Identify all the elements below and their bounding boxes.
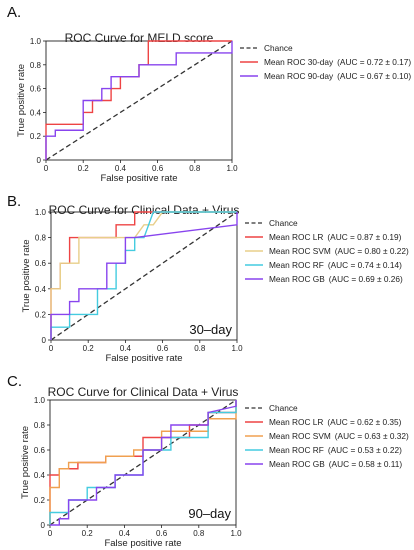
legend-series-name: Mean ROC LR xyxy=(269,232,323,242)
legend-label: Mean ROC 30-day (AUC = 0.72 ± 0.17) xyxy=(264,57,411,67)
chance-line xyxy=(50,211,238,341)
legend-label: Mean ROC SVM (AUC = 0.63 ± 0.32) xyxy=(269,431,409,441)
legend-label: Mean ROC SVM (AUC = 0.80 ± 0.22) xyxy=(269,246,409,256)
x-tick-label: 0.8 xyxy=(193,529,205,538)
series-line-4 xyxy=(50,400,237,526)
y-tick-label: 0 xyxy=(41,521,46,530)
legend-auc: (AUC = 0.63 ± 0.32) xyxy=(335,431,409,441)
legend-label: Mean ROC RF (AUC = 0.74 ± 0.14) xyxy=(269,260,402,270)
y-tick-label: 0 xyxy=(42,336,47,345)
legend-auc: (AUC = 0.69 ± 0.26) xyxy=(329,274,403,284)
x-tick-label: 0 xyxy=(49,344,54,353)
y-tick-label: 0.2 xyxy=(30,132,42,141)
legend-series-name: Mean ROC SVM xyxy=(269,246,331,256)
y-tick-label: 0.6 xyxy=(35,259,47,268)
x-tick-label: 0.4 xyxy=(115,164,127,173)
plot-frame xyxy=(45,40,233,161)
chart-title: ROC Curve for MELD score xyxy=(65,31,214,45)
panel-letter: B. xyxy=(7,193,21,210)
series-line-2 xyxy=(45,41,233,160)
legend-auc: (AUC = 0.87 ± 0.19) xyxy=(327,232,401,242)
y-axis-label: True positive rate xyxy=(20,426,31,499)
y-tick-label: 0.4 xyxy=(34,471,46,480)
legend-series-name: Mean ROC GB xyxy=(269,274,325,284)
legend-label: Mean ROC LR (AUC = 0.87 ± 0.19) xyxy=(269,232,402,242)
legend-series-name: Mean ROC 90-day xyxy=(264,71,334,81)
chart-panel-2: B. ROC Curve for Clinical Data + Virus 00 0… xyxy=(7,193,409,364)
legend-series-name: Mean ROC 30-day xyxy=(264,57,334,67)
x-tick-label: 0.2 xyxy=(78,164,90,173)
y-tick-label: 1.0 xyxy=(35,208,47,217)
panel-letter: C. xyxy=(7,373,22,390)
legend-label: Mean ROC GB (AUC = 0.58 ± 0.11) xyxy=(269,459,402,469)
x-tick-label: 0 xyxy=(44,164,49,173)
y-tick-label: 0.4 xyxy=(30,108,42,117)
x-axis-label: False positive rate xyxy=(105,353,182,364)
legend-label: Mean ROC GB (AUC = 0.69 ± 0.26) xyxy=(269,274,403,284)
y-axis-label: True positive rate xyxy=(21,239,32,312)
y-tick-label: 0.2 xyxy=(34,496,46,505)
legend-series-name: Mean ROC GB xyxy=(269,459,325,469)
legend: Chance Mean ROC 30-day (AUC = 0.72 ± 0.17)… xyxy=(240,43,411,81)
legend-auc: (AUC = 0.53 ± 0.22) xyxy=(328,445,402,455)
panel-letter: A. xyxy=(7,4,21,21)
series-line-4 xyxy=(50,212,238,340)
x-tick-label: 0.6 xyxy=(156,529,168,538)
y-tick-label: 0.6 xyxy=(30,85,42,94)
x-tick-label: 0.8 xyxy=(189,164,201,173)
x-tick-label: 1.0 xyxy=(231,344,243,353)
horizon-annotation: 30–day xyxy=(189,322,232,337)
x-tick-label: 0.6 xyxy=(157,344,169,353)
x-axis-label: False positive rate xyxy=(104,538,181,549)
y-tick-label: 0 xyxy=(37,156,42,165)
x-tick-label: 0.6 xyxy=(152,164,164,173)
legend-auc: (AUC = 0.67 ± 0.10) xyxy=(337,71,411,81)
legend-auc: (AUC = 0.80 ± 0.22) xyxy=(335,246,409,256)
y-tick-label: 0.8 xyxy=(34,421,46,430)
legend-series-name: Mean ROC LR xyxy=(269,417,323,427)
y-tick-label: 1.0 xyxy=(30,37,42,46)
legend-label: Mean ROC 90-day (AUC = 0.67 ± 0.10) xyxy=(264,71,411,81)
x-tick-label: 1.0 xyxy=(230,529,242,538)
x-tick-label: 0.2 xyxy=(82,529,94,538)
plot-frame xyxy=(49,399,237,526)
y-tick-label: 0.6 xyxy=(34,446,46,455)
horizon-annotation: 90–day xyxy=(188,506,231,521)
x-tick-label: 0 xyxy=(48,529,53,538)
x-tick-label: 0.2 xyxy=(83,344,95,353)
legend-auc: (AUC = 0.58 ± 0.11) xyxy=(329,459,403,469)
y-tick-label: 1.0 xyxy=(34,396,46,405)
legend-label: Chance xyxy=(269,218,298,228)
chart-panel-3: C. ROC Curve for Clinical Data + Virus 00 0… xyxy=(7,373,409,549)
legend-auc: (AUC = 0.74 ± 0.14) xyxy=(328,260,402,270)
legend-auc: (AUC = 0.62 ± 0.35) xyxy=(327,417,401,427)
legend-label: Chance xyxy=(269,403,298,413)
series-line-2 xyxy=(50,211,237,340)
legend-label: Mean ROC RF (AUC = 0.53 ± 0.22) xyxy=(269,445,402,455)
y-tick-label: 0.4 xyxy=(35,285,47,294)
legend-auc: (AUC = 0.72 ± 0.17) xyxy=(337,57,411,67)
x-tick-label: 0.4 xyxy=(119,529,131,538)
x-tick-label: 0.8 xyxy=(194,344,206,353)
y-tick-label: 0.2 xyxy=(35,310,47,319)
legend-series-name: Mean ROC RF xyxy=(269,260,324,270)
chart-panel-1: A. ROC Curve for MELD score 00 0.2 0.2 0.4 0.4… xyxy=(7,4,411,184)
legend-series-name: Mean ROC SVM xyxy=(269,431,331,441)
x-tick-label: 1.0 xyxy=(226,164,238,173)
x-axis-label: False positive rate xyxy=(100,173,177,184)
x-tick-label: 0.4 xyxy=(120,344,132,353)
y-axis-label: True positive rate xyxy=(16,64,27,137)
legend-series-name: Mean ROC RF xyxy=(269,445,324,455)
y-tick-label: 0.8 xyxy=(35,234,47,243)
legend-label: Mean ROC LR (AUC = 0.62 ± 0.35) xyxy=(269,417,402,427)
chance-line xyxy=(45,40,233,161)
chart-title: ROC Curve for Clinical Data + Virus xyxy=(49,203,240,217)
chart-title: ROC Curve for Clinical Data + Virus xyxy=(48,385,239,399)
legend-label: Chance xyxy=(264,43,293,53)
y-tick-label: 0.8 xyxy=(30,61,42,70)
